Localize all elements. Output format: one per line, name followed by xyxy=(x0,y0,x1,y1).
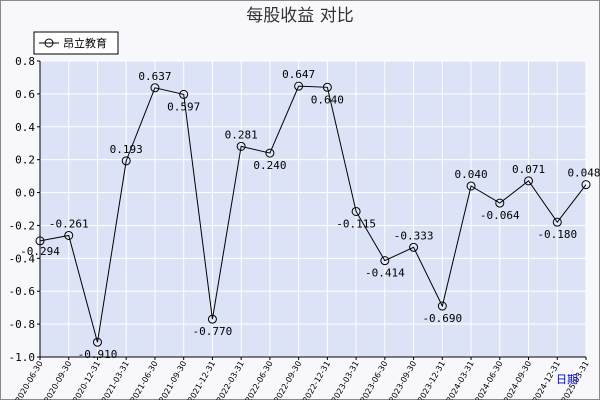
y-tick-label: 0.8 xyxy=(15,55,35,68)
y-tick-label: -0.2 xyxy=(9,219,36,232)
data-label: 0.281 xyxy=(225,128,258,141)
data-label: -0.180 xyxy=(537,228,577,241)
x-tick-label: 2020-12-31 xyxy=(71,360,102,400)
data-label: 0.647 xyxy=(282,68,315,81)
y-tick-label: -0.4 xyxy=(9,252,36,265)
data-label: 0.040 xyxy=(454,168,487,181)
plot-area xyxy=(40,61,586,357)
y-tick-label: 0.4 xyxy=(15,121,35,134)
series-line xyxy=(39,85,587,343)
data-point xyxy=(437,301,447,311)
data-point xyxy=(35,236,45,246)
chart-title: 每股收益 对比 xyxy=(246,6,353,26)
data-point xyxy=(121,156,131,166)
data-label: -0.064 xyxy=(480,209,520,222)
x-tick-label: 2021-09-30 xyxy=(157,360,188,400)
data-label: 0.637 xyxy=(138,70,171,83)
data-label: 0.048 xyxy=(567,167,600,180)
data-labels: -0.294 -0.261 -0.910 0.193 0.637 0.597 -0.770 0… xyxy=(20,68,600,361)
data-point xyxy=(380,256,390,266)
legend-box xyxy=(33,31,119,55)
data-label: 0.240 xyxy=(253,159,286,172)
x-tick-label: 2020-09-30 xyxy=(42,360,73,400)
legend-label: 昂立教育 xyxy=(63,36,107,50)
data-point xyxy=(179,89,189,99)
data-point xyxy=(524,176,534,186)
data-label: 0.193 xyxy=(110,143,143,156)
data-point xyxy=(150,83,160,93)
data-point xyxy=(322,82,332,92)
data-point xyxy=(236,141,246,151)
data-label: 0.640 xyxy=(311,93,344,106)
x-tick-label: 2021-06-30 xyxy=(129,360,160,400)
x-tick-label: 2022-09-30 xyxy=(272,360,303,400)
data-label: -0.294 xyxy=(20,245,60,258)
x-tick-label: 2022-12-31 xyxy=(301,360,332,400)
x-tick-label: 2020-06-30 xyxy=(14,360,45,400)
data-point xyxy=(552,217,562,227)
data-label: 0.597 xyxy=(167,100,200,113)
data-point xyxy=(409,242,419,252)
data-point xyxy=(207,314,217,324)
data-label: -0.770 xyxy=(193,325,233,338)
x-tick-label: 2023-12-31 xyxy=(416,360,447,400)
data-point xyxy=(495,198,505,208)
y-tick-label: -1.0 xyxy=(9,351,36,364)
y-tick-label: 0.2 xyxy=(15,154,35,167)
x-tick-label: 2021-12-31 xyxy=(186,360,217,400)
data-point xyxy=(466,181,476,191)
x-tick-label: 2024-03-31 xyxy=(445,359,476,400)
x-tick-label: 2022-03-31 xyxy=(215,360,246,400)
data-point xyxy=(265,148,275,158)
x-tick-label: 2023-09-30 xyxy=(387,360,418,400)
series-layer xyxy=(35,81,591,347)
data-label: -0.115 xyxy=(336,217,376,230)
data-point xyxy=(92,337,102,347)
data-point xyxy=(351,206,361,216)
legend-marker xyxy=(44,38,54,48)
data-label: -0.414 xyxy=(365,267,405,280)
data-point xyxy=(294,81,304,91)
x-tick-label: 2022-06-30 xyxy=(244,360,275,400)
y-tick-label: 0.6 xyxy=(15,88,35,101)
x-tick-label: 2024-06-30 xyxy=(473,359,504,400)
x-tick-label: 2021-03-31 xyxy=(100,360,131,400)
data-label: -0.690 xyxy=(422,312,462,325)
data-point xyxy=(64,230,74,240)
data-label: -0.333 xyxy=(394,229,434,242)
x-unit-label: 日期 xyxy=(556,373,578,386)
y-tick-label: -0.6 xyxy=(9,285,36,298)
y-tick-label: 0.0 xyxy=(15,187,35,200)
data-label: 0.071 xyxy=(512,163,545,176)
x-tick-label: 2023-06-30 xyxy=(359,360,390,400)
x-tick-label: 2023-03-31 xyxy=(330,360,361,400)
legend: 昂立教育 xyxy=(33,31,119,55)
data-point xyxy=(581,180,591,190)
x-tick-label: 2024-09-30 xyxy=(502,360,533,400)
data-label: -0.261 xyxy=(49,217,89,230)
y-tick-label: -0.8 xyxy=(9,318,36,331)
data-label: -0.910 xyxy=(78,348,118,361)
